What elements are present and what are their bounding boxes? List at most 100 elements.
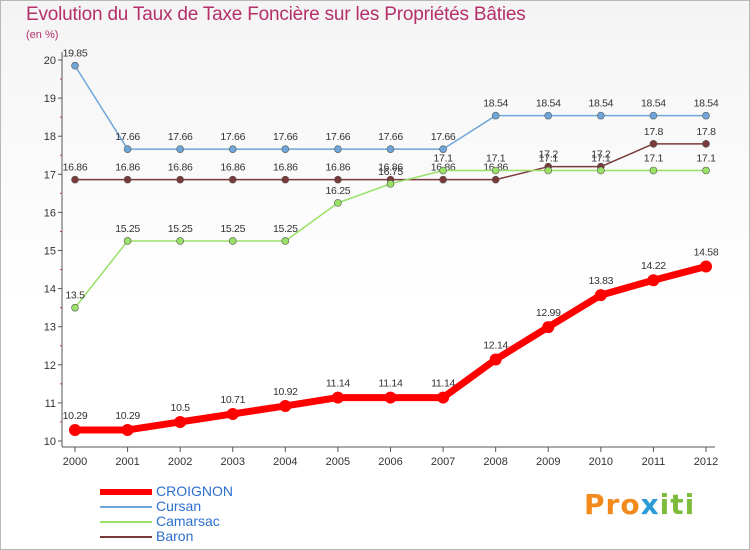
data-label-baron: 17.2 <box>591 149 611 161</box>
data-point-camarsac <box>649 166 658 175</box>
data-point-camarsac <box>176 237 184 245</box>
data-label-baron: 17.2 <box>539 149 559 161</box>
data-label-baron: 16.86 <box>115 162 140 174</box>
data-point-camarsac <box>597 166 605 175</box>
data-point-croignon <box>384 391 397 404</box>
data-label-camarsac: 15.25 <box>220 223 245 235</box>
legend-item-croignon: CROIGNON <box>100 484 233 499</box>
data-point-baron <box>491 175 500 184</box>
data-point-croignon <box>69 423 81 436</box>
data-label-baron: 17.8 <box>696 126 716 138</box>
data-label-croignon: 11.14 <box>379 378 403 390</box>
x-tick-label: 2003 <box>221 456 245 468</box>
data-label-croignon: 10.29 <box>63 410 88 422</box>
y-tick-label: 13 <box>44 322 56 334</box>
data-point-cursan <box>544 111 553 120</box>
legend-swatch <box>100 535 152 538</box>
x-tick-label: 2005 <box>326 456 350 468</box>
data-point-baron <box>702 140 710 148</box>
data-point-camarsac <box>439 166 447 175</box>
data-label-camarsac: 17.1 <box>591 152 611 164</box>
y-tick-label: 20 <box>44 55 56 67</box>
data-point-baron <box>281 175 290 184</box>
data-point-baron <box>71 175 79 184</box>
data-label-croignon: 11.14 <box>431 378 455 390</box>
data-label-baron: 16.86 <box>273 162 298 174</box>
logo-part-1: Pro <box>584 488 641 521</box>
data-label-cursan: 17.66 <box>220 131 245 143</box>
y-unit-label: (en %) <box>26 29 59 41</box>
x-tick-label: 2001 <box>115 456 139 468</box>
data-point-cursan <box>649 111 658 120</box>
x-tick-label: 2004 <box>273 456 297 468</box>
data-label-croignon: 13.83 <box>588 275 613 287</box>
data-label-baron: 16.86 <box>378 162 403 174</box>
legend: CROIGNON Cursan Camarsac Baron <box>100 484 233 544</box>
data-label-cursan: 17.66 <box>168 131 193 143</box>
x-tick-label: 2002 <box>168 456 192 468</box>
data-label-croignon: 14.22 <box>641 260 666 272</box>
legend-item-cursan: Cursan <box>100 499 233 514</box>
y-tick-label: 15 <box>44 246 56 258</box>
data-point-cursan <box>176 145 184 153</box>
logo-part-2: x <box>640 488 660 521</box>
data-point-croignon <box>700 260 712 273</box>
data-label-camarsac: 17.1 <box>644 152 664 164</box>
data-label-cursan: 18.54 <box>536 98 561 110</box>
data-label-baron: 16.86 <box>326 162 351 174</box>
data-label-camarsac: 16.25 <box>326 185 351 197</box>
data-point-croignon <box>437 391 450 404</box>
data-point-baron <box>123 175 132 184</box>
data-point-baron <box>439 175 447 184</box>
data-point-cursan <box>123 145 132 153</box>
data-label-croignon: 11.14 <box>326 378 350 390</box>
data-point-cursan <box>228 145 237 153</box>
data-point-cursan <box>71 61 79 70</box>
data-label-camarsac: 15.25 <box>115 223 140 235</box>
data-label-cursan: 19.85 <box>63 48 88 60</box>
series-cursan: 19.85 17.66 17.66 17.66 17.66 17.66 17.66 17.66… <box>63 48 719 153</box>
data-label-croignon: 10.29 <box>115 410 140 422</box>
x-tick-label: 2012 <box>694 456 718 468</box>
y-tick-label: 12 <box>44 360 56 372</box>
data-label-baron: 16.86 <box>220 162 245 174</box>
data-label-camarsac: 17.1 <box>433 152 453 164</box>
data-label-camarsac: 13.5 <box>65 290 85 302</box>
data-point-camarsac <box>491 166 500 175</box>
data-label-cursan: 18.54 <box>588 98 613 110</box>
y-tick-label: 10 <box>44 436 56 448</box>
data-label-cursan: 17.66 <box>431 131 456 143</box>
data-point-croignon <box>647 274 660 287</box>
series-croignon: 10.29 10.29 10.5 10.71 10.92 11.14 11.14 11.14 1… <box>63 247 719 436</box>
data-point-camarsac <box>702 166 710 175</box>
legend-swatch <box>100 505 152 508</box>
data-point-cursan <box>491 111 500 120</box>
data-point-cursan <box>597 111 605 120</box>
x-tick-label: 2011 <box>642 456 666 468</box>
data-label-camarsac: 15.25 <box>273 223 298 235</box>
y-tick-label: 19 <box>44 93 56 105</box>
data-point-cursan <box>386 145 395 153</box>
data-point-baron <box>334 175 342 184</box>
data-point-camarsac <box>281 237 290 245</box>
data-label-camarsac: 17.1 <box>696 152 716 164</box>
data-point-croignon <box>121 423 134 436</box>
x-tick-label: 2009 <box>536 456 560 468</box>
data-label-cursan: 17.66 <box>378 131 403 143</box>
data-point-baron <box>649 140 658 148</box>
data-point-croignon <box>594 289 607 302</box>
legend-item-camarsac: Camarsac <box>100 514 233 529</box>
data-label-croignon: 14.58 <box>694 247 719 259</box>
legend-swatch <box>100 488 152 495</box>
data-label-camarsac: 17.1 <box>539 152 559 164</box>
y-tick-label: 17 <box>44 169 56 181</box>
data-point-croignon <box>279 399 292 412</box>
data-point-camarsac <box>386 180 395 188</box>
legend-item-baron: Baron <box>100 529 233 544</box>
data-point-croignon <box>489 353 502 366</box>
x-tick-label: 2006 <box>378 456 402 468</box>
data-point-baron <box>228 175 237 184</box>
y-tick-label: 16 <box>44 207 56 219</box>
